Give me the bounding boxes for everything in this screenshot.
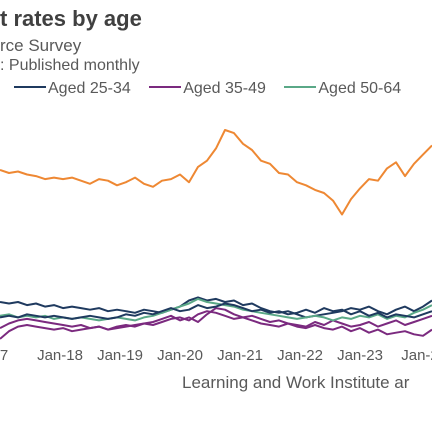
x-tick-label: Jan-23 xyxy=(337,347,383,364)
chart-legend: Aged 25-34 Aged 35-49 Aged 50-64 xyxy=(14,80,415,100)
legend-swatch-aged-35-49 xyxy=(149,85,182,88)
series-line-line-1 xyxy=(0,129,432,216)
chart-note: : Published monthly xyxy=(0,57,140,74)
source-credit: Learning and Work Institute ar xyxy=(182,373,410,392)
legend-swatch-aged-25-34 xyxy=(14,85,46,88)
x-tick-label: Jan-21 xyxy=(217,347,263,364)
chart-subtitle: rce Survey xyxy=(0,36,82,55)
series-line-aged-35-49 xyxy=(0,307,432,331)
legend-swatch-aged-50-64 xyxy=(284,85,317,88)
legend-label-aged-50-64: Aged 50-64 xyxy=(318,80,402,97)
x-tick-label: Jan-2 xyxy=(401,347,432,364)
legend-item-aged-50-64: Aged 50-64 xyxy=(284,80,401,98)
legend-item-aged-25-34: Aged 25-34 xyxy=(14,80,131,98)
x-tick-label: Jan-20 xyxy=(157,347,203,364)
x-tick-label: 7 xyxy=(0,347,8,364)
legend-label-aged-25-34: Aged 25-34 xyxy=(48,80,131,97)
legend-item-aged-35-49: Aged 35-49 xyxy=(149,80,266,98)
x-tick-label: Jan-18 xyxy=(37,347,83,364)
series-line-line-6 xyxy=(0,310,432,340)
series-line-line-5 xyxy=(0,302,432,320)
chart-title: t rates by age xyxy=(0,6,142,31)
x-tick-label: Jan-19 xyxy=(97,347,143,364)
legend-label-aged-35-49: Aged 35-49 xyxy=(183,80,266,97)
series-line-aged-25-34 xyxy=(0,296,432,319)
x-tick-label: Jan-22 xyxy=(277,347,323,364)
